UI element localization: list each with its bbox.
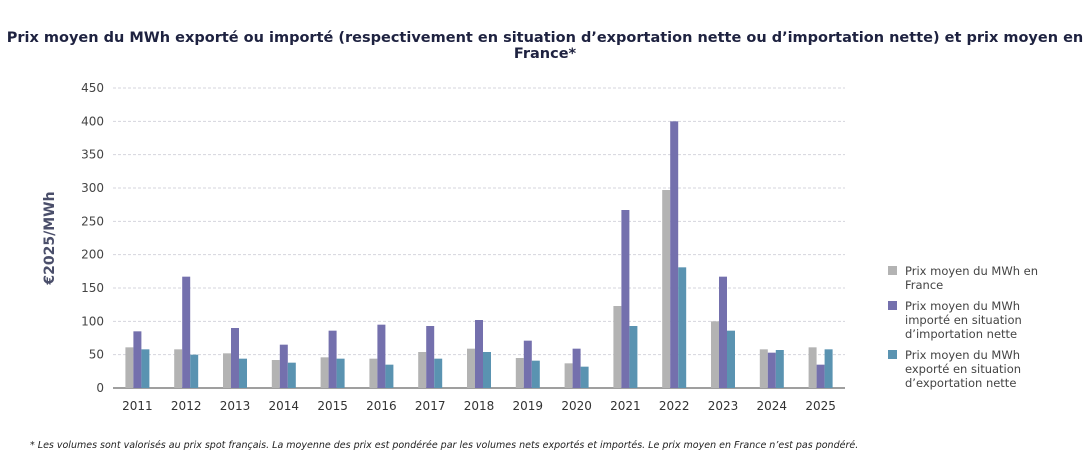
bar-2025-s3	[824, 349, 833, 388]
bar-2012-s3	[190, 354, 199, 388]
bar-2021-s3	[629, 326, 638, 388]
bar-2024-s2	[767, 352, 776, 388]
x-tick-label: 2023	[708, 399, 739, 413]
bar-2024-s1	[759, 349, 768, 388]
bar-2023-s2	[719, 276, 727, 388]
bar-2018-s2	[475, 320, 483, 388]
bar-2015-s3	[336, 358, 345, 388]
y-axis-label: €2025/MWh	[42, 191, 58, 285]
legend-swatch	[888, 301, 897, 310]
x-tick-label: 2022	[659, 399, 690, 413]
legend-item: Prix moyen du MWh en France	[888, 264, 1045, 292]
bar-2016-s2	[377, 324, 386, 388]
x-tick-label: 2021	[610, 399, 641, 413]
bar-2013-s1	[223, 353, 231, 388]
bar-2020-s2	[572, 348, 581, 388]
bar-2016-s3	[385, 364, 394, 388]
bar-2013-s2	[231, 328, 239, 388]
y-tick-label: 0	[96, 381, 104, 395]
bar-2025-s1	[808, 347, 817, 388]
bar-2014-s3	[287, 362, 296, 388]
x-tick-label: 2011	[122, 399, 153, 413]
legend-label: Prix moyen du MWh exporté en situation d…	[905, 348, 1022, 390]
x-tick-label: 2015	[317, 399, 348, 413]
bar-2015-s2	[328, 330, 337, 388]
bar-2014-s1	[271, 360, 280, 388]
bar-2018-s1	[467, 348, 475, 388]
y-tick-label: 300	[81, 181, 104, 195]
bar-2020-s1	[564, 363, 573, 388]
y-tick-label: 250	[81, 214, 104, 228]
bar-2021-s1	[613, 306, 622, 388]
bar-2012-s1	[174, 349, 183, 388]
y-tick-label: 200	[81, 248, 104, 262]
y-tick-label: 50	[89, 348, 104, 362]
bar-2022-s3	[678, 267, 687, 388]
x-tick-label: 2013	[220, 399, 251, 413]
x-tick-label: 2014	[269, 399, 300, 413]
chart-title: Prix moyen du MWh exporté ou importé (re…	[6, 30, 1084, 62]
x-tick-label: 2025	[805, 399, 836, 413]
x-tick-label: 2016	[366, 399, 397, 413]
bar-2011-s3	[141, 349, 150, 388]
bar-2012-s2	[182, 276, 191, 388]
x-tick-label: 2019	[513, 399, 544, 413]
y-tick-label: 400	[81, 114, 104, 128]
x-tick-label: 2017	[415, 399, 446, 413]
bar-2017-s3	[434, 358, 443, 388]
bar-2015-s1	[320, 357, 329, 388]
bar-2023-s3	[727, 330, 735, 388]
bar-2022-s1	[662, 190, 671, 388]
bar-2018-s3	[483, 352, 491, 388]
bar-2013-s3	[239, 358, 247, 388]
y-tick-label: 350	[81, 148, 104, 162]
x-tick-label: 2012	[171, 399, 202, 413]
bar-2019-s2	[523, 340, 532, 388]
bar-2017-s2	[426, 326, 435, 388]
legend-item: Prix moyen du MWh exporté en situation d…	[888, 348, 1045, 390]
bar-2016-s1	[369, 358, 378, 388]
x-tick-label: 2020	[561, 399, 592, 413]
x-tick-label: 2018	[464, 399, 495, 413]
y-tick-label: 150	[81, 281, 104, 295]
bar-2024-s3	[775, 350, 784, 388]
bar-2020-s3	[580, 366, 589, 388]
bar-2019-s3	[531, 360, 540, 388]
footnote: * Les volumes sont valorisés au prix spo…	[30, 440, 859, 451]
bar-2025-s2	[816, 364, 825, 388]
bar-2011-s2	[133, 331, 142, 388]
bar-2011-s1	[125, 347, 134, 388]
bar-2023-s1	[711, 321, 719, 388]
legend-label: Prix moyen du MWh en France	[905, 264, 1039, 292]
y-tick-label: 100	[81, 314, 104, 328]
y-tick-label: 450	[81, 81, 104, 95]
legend-swatch	[888, 350, 897, 359]
bar-2017-s1	[418, 352, 427, 388]
bar-2022-s2	[670, 121, 679, 388]
bar-2021-s2	[621, 210, 630, 388]
bar-2014-s2	[279, 344, 288, 388]
x-tick-label: 2024	[757, 399, 788, 413]
legend-swatch	[888, 266, 897, 275]
legend-item: Prix moyen du MWh importé en situation d…	[888, 299, 1045, 341]
legend-label: Prix moyen du MWh importé en situation d…	[905, 299, 1022, 341]
bar-2019-s1	[515, 358, 524, 388]
